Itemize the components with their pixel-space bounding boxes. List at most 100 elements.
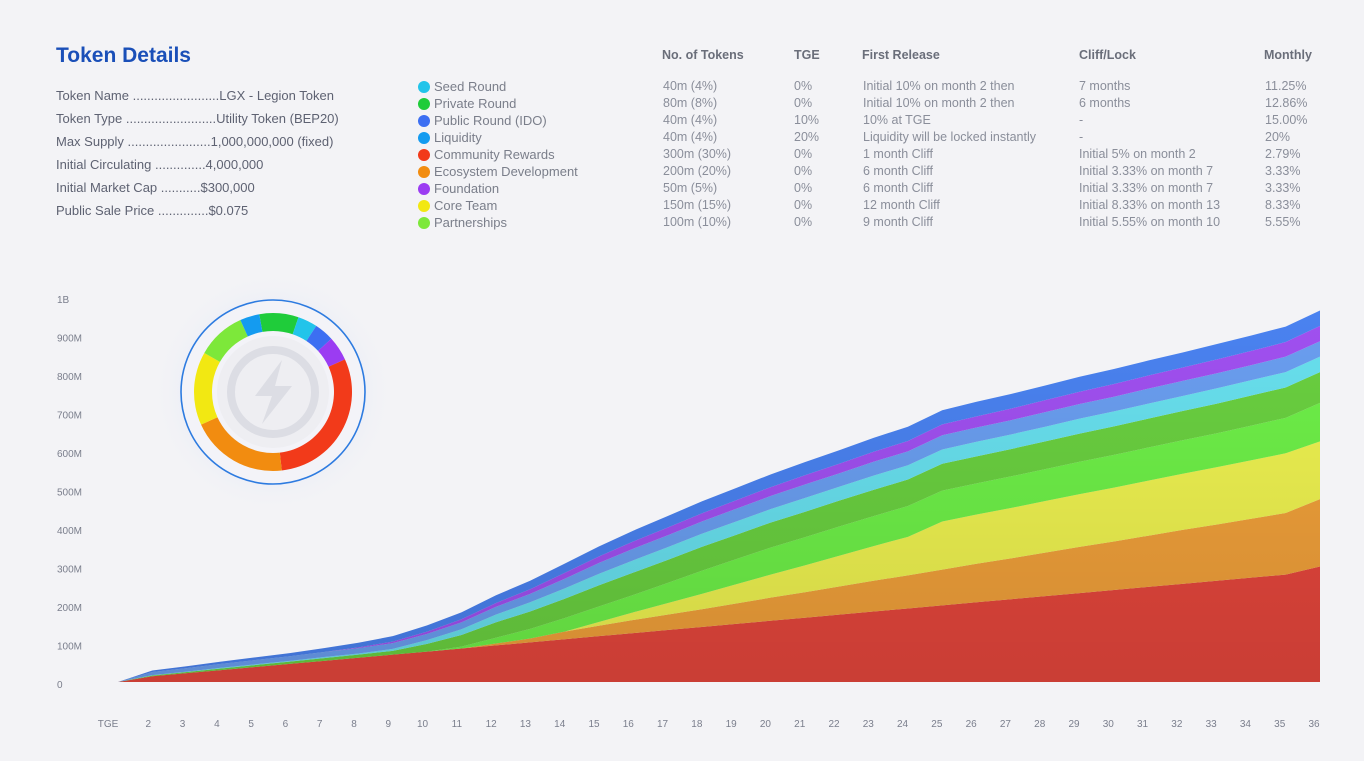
x-tick-label: 12 xyxy=(486,719,498,730)
token-detail-row: Token Type .........................Util… xyxy=(56,111,339,126)
table-cell-monthly: 2.79% xyxy=(1265,147,1301,161)
x-tick-label: 15 xyxy=(588,719,600,730)
legend-item: Seed Round xyxy=(418,78,578,95)
y-tick-label: 100M xyxy=(57,642,82,653)
x-tick-label: 4 xyxy=(214,719,220,730)
x-tick-label: 13 xyxy=(520,719,532,730)
x-tick-label: 23 xyxy=(863,719,875,730)
table-cell-tokens: 150m (15%) xyxy=(663,198,732,212)
table-cell-cliff: 7 months xyxy=(1079,79,1131,93)
legend-label: Ecosystem Development xyxy=(434,164,578,179)
table-cell-monthly: 11.25% xyxy=(1265,79,1307,93)
table-cell-first-release: Initial 10% on month 2 then xyxy=(863,79,1015,93)
x-tick-label: 34 xyxy=(1240,719,1252,730)
table-cell-first-release: 6 month Cliff xyxy=(863,181,933,195)
donut-segment xyxy=(292,317,317,341)
x-tick-label: 22 xyxy=(828,719,840,730)
x-tick-label: 35 xyxy=(1274,719,1286,730)
token-detail-row: Token Name ........................LGX -… xyxy=(56,88,334,103)
y-tick-label: 700M xyxy=(57,411,82,422)
legend-item: Private Round xyxy=(418,95,578,112)
table-cell-tge: 0% xyxy=(794,181,813,195)
table-cell-tge: 0% xyxy=(794,198,813,212)
table-cell-tokens: 100m (10%) xyxy=(663,215,732,229)
donut-segment xyxy=(259,313,299,335)
legend-dot xyxy=(418,114,430,127)
table-cell-tge: 0% xyxy=(794,147,813,161)
table-cell-tokens: 80m (8%) xyxy=(663,96,718,110)
y-tick-label: 800M xyxy=(57,372,82,383)
table-cell-tokens: 40m (4%) xyxy=(663,79,718,93)
token-logo xyxy=(153,272,393,512)
y-tick-label: 500M xyxy=(57,488,82,499)
area-shading xyxy=(118,310,1320,682)
x-tick-label: 6 xyxy=(283,719,289,730)
legend-dot xyxy=(418,216,430,229)
y-tick-label: 600M xyxy=(57,449,82,460)
tge-column: 0% 0% 10% 20% 0% 0% 0% 0% 0% xyxy=(794,78,819,231)
x-tick-label: 28 xyxy=(1034,719,1046,730)
y-tick-label: 900M xyxy=(57,334,82,345)
x-tick-label: 11 xyxy=(452,719,463,730)
table-cell-tge: 20% xyxy=(794,130,820,144)
table-cell-monthly: 8.33% xyxy=(1265,198,1301,212)
table-cell-tge: 0% xyxy=(794,164,813,178)
legend-label: Private Round xyxy=(434,96,517,111)
token-details-list: Token Name ........................LGX -… xyxy=(56,84,339,222)
cliff-column: 7 months 6 months - - Initial 5% on month 2 I… xyxy=(1079,78,1220,231)
x-tick-label: 25 xyxy=(931,719,943,730)
x-tick-label: 9 xyxy=(386,719,392,730)
table-cell-cliff: Initial 5% on month 2 xyxy=(1079,147,1196,161)
table-cell-first-release: 12 month Cliff xyxy=(863,198,940,212)
legend-label: Liquidity xyxy=(434,130,482,145)
legend-label: Seed Round xyxy=(434,79,507,94)
table-cell-cliff: Initial 5.55% on month 10 xyxy=(1079,215,1221,229)
table-cell-monthly: 3.33% xyxy=(1265,164,1301,178)
legend-dot xyxy=(418,131,430,144)
table-cell-first-release: Initial 10% on month 2 then xyxy=(863,96,1015,110)
table-cell-monthly: 20% xyxy=(1265,130,1291,144)
first-release-column: Initial 10% on month 2 then Initial 10% o… xyxy=(863,78,1036,231)
legend-item: Core Team xyxy=(418,197,578,214)
legend-dot xyxy=(418,165,430,178)
x-tick-label: 30 xyxy=(1103,719,1115,730)
table-cell-first-release: 6 month Cliff xyxy=(863,164,933,178)
legend-label: Community Rewards xyxy=(434,147,555,162)
y-tick-label: 300M xyxy=(57,565,82,576)
x-tick-label: 14 xyxy=(554,719,566,730)
donut-segment xyxy=(318,338,345,367)
y-tick-label: 400M xyxy=(57,526,82,537)
x-tick-label: 18 xyxy=(691,719,703,730)
donut-segment xyxy=(194,352,220,425)
table-cell-tge: 10% xyxy=(794,113,820,127)
token-detail-row: Initial Circulating ..............4,000,… xyxy=(56,157,264,172)
x-tick-label: 36 xyxy=(1308,719,1320,730)
table-cell-monthly: 3.33% xyxy=(1265,181,1301,195)
table-cell-cliff: Initial 3.33% on month 7 xyxy=(1079,164,1214,178)
legend-item: Foundation xyxy=(418,180,578,197)
table-cell-tokens: 200m (20%) xyxy=(663,164,732,178)
header-first-release: First Release xyxy=(862,48,940,62)
x-tick-label: 26 xyxy=(966,719,978,730)
table-cell-first-release: 1 month Cliff xyxy=(863,147,933,161)
page-title: Token Details xyxy=(56,44,191,67)
allocation-donut xyxy=(194,313,352,471)
table-cell-monthly: 15.00% xyxy=(1265,113,1308,127)
table-cell-cliff: Initial 3.33% on month 7 xyxy=(1079,181,1214,195)
allocation-legend: Seed Round Private Round Public Round (IDO… xyxy=(418,78,578,231)
legend-item: Public Round (IDO) xyxy=(418,112,578,129)
x-tick-label: 8 xyxy=(351,719,357,730)
x-tick-label: 7 xyxy=(317,719,323,730)
legend-label: Partnerships xyxy=(434,215,507,230)
table-cell-monthly: 5.55% xyxy=(1265,215,1301,229)
legend-item: Ecosystem Development xyxy=(418,163,578,180)
table-cell-monthly: 12.86% xyxy=(1265,96,1308,110)
token-detail-row: Public Sale Price ..............$0.075 xyxy=(56,203,249,218)
legend-label: Foundation xyxy=(434,181,500,196)
x-tick-label: TGE xyxy=(98,719,119,730)
x-tick-label: 3 xyxy=(180,719,186,730)
table-cell-tge: 0% xyxy=(794,215,813,229)
legend-dot xyxy=(418,148,430,161)
header-cliff: Cliff/Lock xyxy=(1079,48,1136,62)
